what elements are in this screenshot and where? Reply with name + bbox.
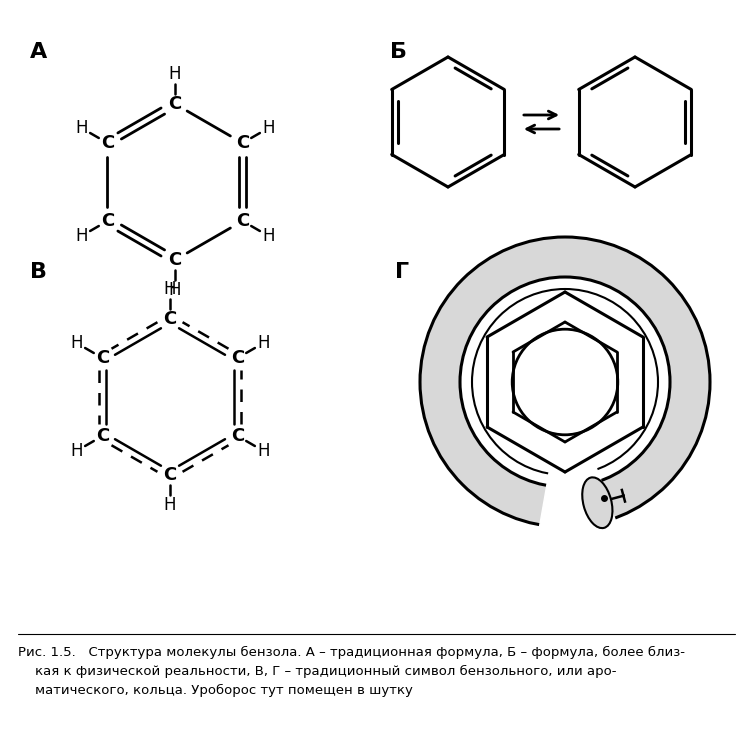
Text: H: H xyxy=(169,281,181,299)
Text: H: H xyxy=(70,334,83,352)
Text: Г: Г xyxy=(395,262,409,282)
Text: C: C xyxy=(96,349,109,367)
Text: C: C xyxy=(96,427,109,445)
Text: C: C xyxy=(169,251,181,269)
Text: C: C xyxy=(163,466,177,484)
Text: кая к физической реальности, В, Г – традиционный символ бензольного, или аро-: кая к физической реальности, В, Г – трад… xyxy=(18,665,617,678)
Text: А: А xyxy=(30,42,47,62)
Text: В: В xyxy=(30,262,47,282)
Text: H: H xyxy=(258,334,270,352)
Polygon shape xyxy=(420,237,710,527)
Text: H: H xyxy=(163,496,176,514)
Text: C: C xyxy=(169,95,181,113)
Text: H: H xyxy=(262,227,275,245)
Text: H: H xyxy=(75,227,87,245)
Text: Рис. 1.5.   Структура молекулы бензола. А – традиционная формула, Б – формула, б: Рис. 1.5. Структура молекулы бензола. А … xyxy=(18,645,685,659)
Text: H: H xyxy=(262,119,275,137)
Text: матического, кольца. Уроборос тут помещен в шутку: матического, кольца. Уроборос тут помеще… xyxy=(18,684,413,696)
Text: C: C xyxy=(101,212,114,230)
Ellipse shape xyxy=(582,478,612,528)
Text: H: H xyxy=(258,442,270,460)
Text: C: C xyxy=(101,134,114,152)
Text: C: C xyxy=(231,427,244,445)
Text: Б: Б xyxy=(390,42,407,62)
Text: H: H xyxy=(169,65,181,83)
Wedge shape xyxy=(539,382,616,532)
Text: H: H xyxy=(75,119,87,137)
Text: C: C xyxy=(236,212,249,230)
Text: C: C xyxy=(231,349,244,367)
Text: H: H xyxy=(70,442,83,460)
Text: C: C xyxy=(236,134,249,152)
Text: H: H xyxy=(163,280,176,298)
Text: C: C xyxy=(163,310,177,328)
